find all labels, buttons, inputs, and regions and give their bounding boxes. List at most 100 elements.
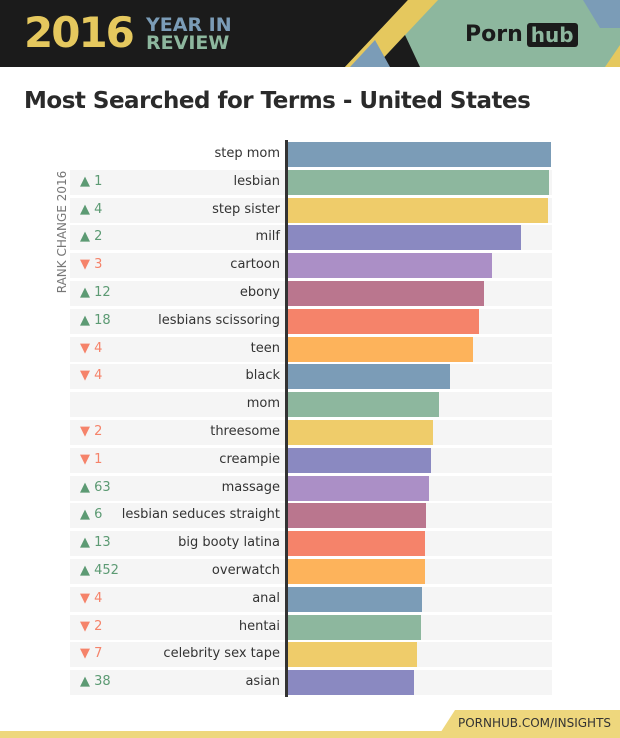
logo-year-in-review: YEAR IN REVIEW: [146, 14, 232, 54]
bar: [287, 531, 426, 557]
rank-change-up: ▲ 6: [80, 507, 103, 523]
table-row: ▲ 18 lesbians scissoring: [70, 308, 552, 334]
triangle-up-icon: ▲: [80, 563, 95, 578]
triangle-up-icon: ▲: [80, 285, 95, 300]
bar: [287, 586, 422, 612]
bar: [287, 225, 521, 251]
rank-change-down: ▼ 3: [80, 257, 103, 273]
rank-change-up: ▲ 13: [80, 535, 111, 551]
table-row: ▼ 4 anal: [70, 586, 552, 612]
triangle-up-icon: ▲: [80, 312, 95, 328]
triangle-up-icon: ▲: [80, 229, 95, 245]
triangle-down-icon: ▼: [80, 590, 95, 606]
table-row: mom: [70, 392, 552, 418]
triangle-up-icon: ▲: [80, 507, 95, 523]
rank-change-up: ▲ 452: [80, 563, 119, 578]
category-label: lesbian seduces straight: [121, 507, 280, 523]
table-row: ▲ 1 lesbian: [70, 169, 552, 195]
rank-change-axis-label: RANK CHANGE 2016: [55, 170, 69, 294]
baseline: [285, 140, 288, 697]
category-label: cartoon: [230, 257, 280, 273]
bar: [287, 670, 414, 696]
category-label: step sister: [212, 201, 280, 217]
footer-tab: [437, 710, 620, 738]
bar: [287, 253, 493, 279]
category-label: creampie: [219, 451, 280, 467]
category-label: teen: [250, 340, 280, 356]
rank-change-down: ▼ 2: [80, 618, 103, 634]
triangle-down-icon: ▼: [80, 646, 95, 662]
bar: [287, 364, 450, 390]
table-row: ▲ 452 overwatch: [70, 559, 552, 584]
bar: [287, 475, 430, 501]
table-row: ▼ 7 celebrity sex tape: [70, 642, 552, 668]
rank-change-up: ▲ 12: [80, 285, 111, 300]
header-banner: 2016 YEAR IN REVIEW Porn hub: [0, 0, 620, 67]
bar: [287, 281, 484, 306]
bar: [287, 559, 426, 584]
table-row: ▲ 4 step sister: [70, 197, 552, 223]
rank-change-up: ▲ 4: [80, 201, 103, 217]
triangle-up-icon: ▲: [80, 479, 95, 495]
triangle-up-icon: ▲: [80, 535, 95, 551]
decorative-stripes: [345, 0, 620, 67]
rank-change-up: ▲ 18: [80, 312, 111, 328]
rank-change-down: ▼ 4: [80, 368, 103, 384]
table-row: ▼ 1 creampie: [70, 447, 552, 473]
category-label: lesbian: [233, 173, 280, 189]
brand-logo: Porn hub: [465, 22, 578, 47]
triangle-up-icon: ▲: [80, 674, 95, 690]
rank-change-down: ▼ 7: [80, 646, 103, 662]
triangle-down-icon: ▼: [80, 618, 95, 634]
triangle-down-icon: ▼: [80, 424, 95, 439]
category-label: anal: [252, 590, 280, 606]
table-row: ▲ 2 milf: [70, 225, 552, 251]
rank-change-up: ▲ 2: [80, 229, 103, 245]
category-label: lesbians scissoring: [158, 312, 280, 328]
table-row: ▲ 63 massage: [70, 475, 552, 501]
table-row: step mom: [70, 142, 552, 167]
category-label: black: [245, 368, 280, 384]
bar: [287, 420, 433, 445]
insights-link[interactable]: PORNHUB.COM/INSIGHTS: [458, 716, 612, 730]
category-label: big booty latina: [178, 535, 280, 551]
category-label: asian: [245, 674, 280, 690]
category-label: step mom: [214, 146, 280, 161]
bar: [287, 336, 474, 362]
triangle-down-icon: ▼: [80, 257, 95, 273]
footer-stripe: [0, 731, 620, 738]
rank-change-up: ▲ 38: [80, 674, 111, 690]
bar: [287, 169, 549, 195]
table-row: ▲ 12 ebony: [70, 281, 552, 306]
rank-change-down: ▼ 4: [80, 590, 103, 606]
bar: [287, 614, 422, 640]
table-row: ▲ 38 asian: [70, 670, 552, 696]
bar: [287, 392, 440, 418]
triangle-down-icon: ▼: [80, 451, 95, 467]
table-row: ▼ 4 black: [70, 364, 552, 390]
category-label: milf: [255, 229, 280, 245]
category-label: massage: [221, 479, 280, 495]
table-row: ▼ 2 hentai: [70, 614, 552, 640]
category-label: overwatch: [211, 563, 280, 578]
triangle-up-icon: ▲: [80, 173, 95, 189]
bar: [287, 142, 551, 167]
category-label: hentai: [238, 618, 280, 634]
bar: [287, 308, 479, 334]
logo-year: 2016: [24, 8, 135, 57]
bar: [287, 447, 431, 473]
rank-change-down: ▼ 2: [80, 424, 103, 439]
category-label: ebony: [239, 285, 280, 300]
rank-change-down: ▼ 1: [80, 451, 103, 467]
rank-change-down: ▼ 4: [80, 340, 103, 356]
table-row: ▲ 6 lesbian seduces straight: [70, 503, 552, 529]
category-label: mom: [246, 396, 280, 412]
triangle-up-icon: ▲: [80, 201, 95, 217]
rank-change-up: ▲ 63: [80, 479, 111, 495]
category-label: threesome: [210, 424, 280, 439]
category-label: celebrity sex tape: [163, 646, 280, 662]
triangle-down-icon: ▼: [80, 340, 95, 356]
bar: [287, 197, 549, 223]
table-row: ▼ 2 threesome: [70, 420, 552, 445]
rank-change-up: ▲ 1: [80, 173, 103, 189]
